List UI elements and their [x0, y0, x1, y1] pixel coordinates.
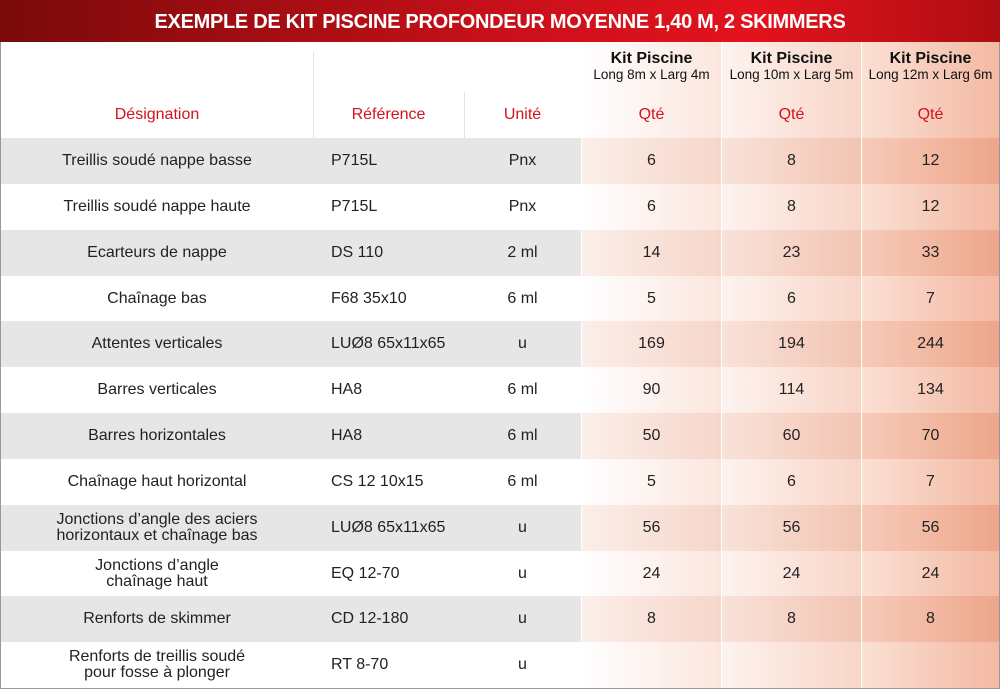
designation: Renforts de treillis soudé pour fosse à … — [1, 642, 313, 689]
unit: 6 ml — [464, 367, 581, 414]
quantity — [581, 642, 721, 689]
kit-size: Long 8m x Larg 4m — [593, 67, 710, 82]
quantity: 8 — [721, 596, 861, 643]
kit-header: Kit Piscine Long 10m x Larg 5m — [721, 42, 861, 92]
quantity: 5 — [581, 275, 721, 322]
reference: CS 12 10x15 — [313, 458, 464, 506]
unit: u — [464, 550, 581, 597]
designation: Barres verticales — [1, 367, 313, 414]
unit: u — [464, 321, 581, 368]
quantity: 6 — [721, 275, 861, 322]
unit: Pnx — [464, 183, 581, 231]
quantity: 244 — [861, 321, 999, 368]
divider — [313, 52, 314, 138]
column-header: Qté — [861, 92, 999, 138]
unit: 6 ml — [464, 275, 581, 322]
quantity: 12 — [861, 183, 999, 231]
kit-header: Kit Piscine Long 12m x Larg 6m — [861, 42, 999, 92]
reference: P715L — [313, 183, 464, 231]
quantity: 134 — [861, 367, 999, 414]
quantity: 24 — [721, 550, 861, 597]
quantity: 56 — [721, 504, 861, 551]
quantity: 56 — [581, 504, 721, 551]
designation: Barres horizontales — [1, 413, 313, 460]
column-header: Référence — [313, 92, 464, 138]
unit: 6 ml — [464, 458, 581, 506]
kit-name: Kit Piscine — [750, 50, 833, 67]
reference: CD 12-180 — [313, 596, 464, 643]
reference: LUØ8 65x11x65 — [313, 321, 464, 368]
column-header: Qté — [581, 92, 721, 138]
designation: Treillis soudé nappe basse — [1, 138, 313, 185]
column-header: Qté — [721, 92, 861, 138]
quantity: 70 — [861, 413, 999, 460]
column-header: Unité — [464, 92, 581, 138]
kit-size: Long 12m x Larg 6m — [868, 67, 993, 82]
designation: Ecarteurs de nappe — [1, 229, 313, 276]
reference: EQ 12-70 — [313, 550, 464, 597]
reference: LUØ8 65x11x65 — [313, 504, 464, 551]
quantity: 23 — [721, 229, 861, 276]
quantity: 50 — [581, 413, 721, 460]
quantity: 8 — [721, 183, 861, 231]
kit-name: Kit Piscine — [889, 50, 972, 67]
kit-header: Kit Piscine Long 8m x Larg 4m — [581, 42, 721, 92]
designation: Jonctions d’angle chaînage haut — [1, 550, 313, 597]
reference: DS 110 — [313, 229, 464, 276]
designation: Jonctions d’angle des aciers horizontaux… — [1, 504, 313, 551]
table: Kit Piscine Long 8m x Larg 4m Kit Piscine L… — [0, 42, 1000, 689]
quantity: 12 — [861, 138, 999, 185]
quantity: 7 — [861, 458, 999, 506]
title-bar: EXEMPLE DE KIT PISCINE PROFONDEUR MOYENN… — [0, 0, 1000, 42]
quantity: 14 — [581, 229, 721, 276]
quantity: 8 — [721, 138, 861, 185]
designation: Chaînage bas — [1, 275, 313, 322]
quantity — [861, 642, 999, 689]
reference: RT 8-70 — [313, 642, 464, 689]
reference: F68 35x10 — [313, 275, 464, 322]
quantity: 24 — [581, 550, 721, 597]
designation: Chaînage haut horizontal — [1, 458, 313, 506]
unit: u — [464, 504, 581, 551]
column-header: Désignation — [1, 92, 313, 138]
kit-size: Long 10m x Larg 5m — [729, 67, 854, 82]
quantity: 60 — [721, 413, 861, 460]
unit: u — [464, 642, 581, 689]
reference: HA8 — [313, 367, 464, 414]
reference: P715L — [313, 138, 464, 185]
unit: 2 ml — [464, 229, 581, 276]
quantity: 90 — [581, 367, 721, 414]
designation: Treillis soudé nappe haute — [1, 183, 313, 231]
quantity: 169 — [581, 321, 721, 368]
quantity: 6 — [581, 183, 721, 231]
quantity: 56 — [861, 504, 999, 551]
unit: Pnx — [464, 138, 581, 185]
quantity: 8 — [861, 596, 999, 643]
quantity: 24 — [861, 550, 999, 597]
quantity: 8 — [581, 596, 721, 643]
quantity: 6 — [581, 138, 721, 185]
unit: u — [464, 596, 581, 643]
quantity: 33 — [861, 229, 999, 276]
unit: 6 ml — [464, 413, 581, 460]
designation: Renforts de skimmer — [1, 596, 313, 643]
quantity: 6 — [721, 458, 861, 506]
designation: Attentes verticales — [1, 321, 313, 368]
quantity — [721, 642, 861, 689]
kit-name: Kit Piscine — [610, 50, 693, 67]
reference: HA8 — [313, 413, 464, 460]
quantity: 7 — [861, 275, 999, 322]
divider — [464, 92, 465, 138]
quantity: 114 — [721, 367, 861, 414]
quantity: 194 — [721, 321, 861, 368]
quantity: 5 — [581, 458, 721, 506]
